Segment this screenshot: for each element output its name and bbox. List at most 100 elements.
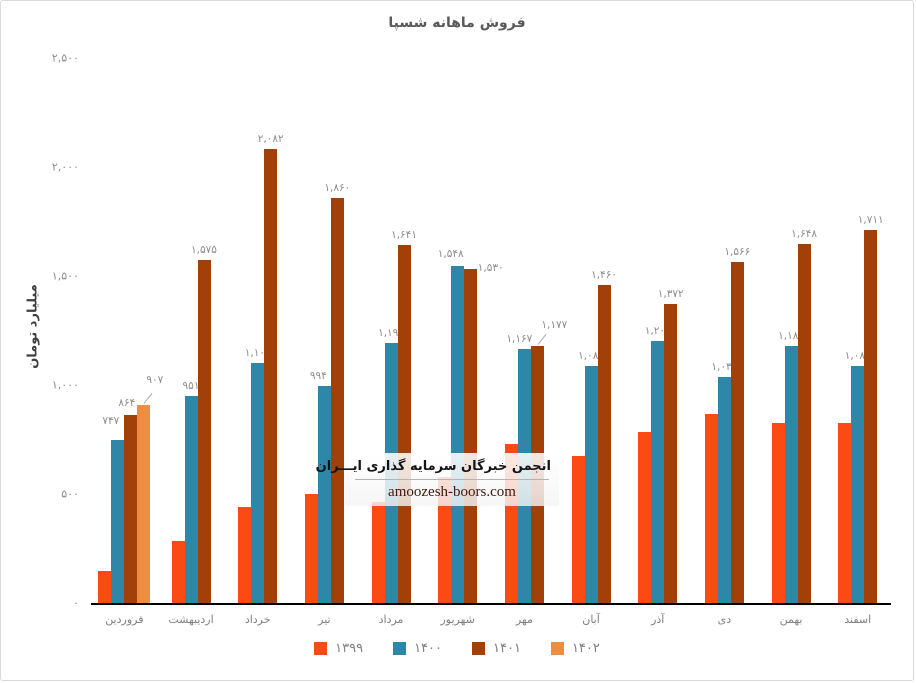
y-axis-tick: ۲,۰۰۰: [51, 160, 79, 174]
y-axis-tick: ۲,۵۰۰: [51, 51, 79, 65]
legend-swatch: [472, 642, 485, 655]
bar-series-2-month-2: ۲,۰۸۲: [258, 133, 284, 603]
data-label: ۱,۱۹۲: [378, 327, 404, 340]
data-label: ۱,۵۴۸: [437, 247, 464, 260]
bar-series-1-month-7: ۱,۰۸۸: [578, 350, 604, 603]
x-axis-label: اسفند: [844, 613, 872, 626]
data-label: ۲,۰۸۲: [257, 133, 284, 146]
legend-swatch: [550, 642, 564, 655]
y-axis-title: میلیارد تومان: [25, 284, 41, 369]
data-label: ۱,۰۸۸: [578, 349, 604, 362]
legend-swatch: [393, 642, 407, 655]
bar-series-2-month-8: ۱,۳۷۲: [658, 288, 684, 603]
bar-series-1-month-2: ۱,۱۰۳: [245, 347, 271, 603]
bar-group: ۱,۲۰۰ ۱,۳۷۲ آذر: [624, 58, 691, 626]
label-leader-line: [144, 393, 153, 405]
data-label: ۱,۵۶۶: [724, 245, 751, 258]
watermark: انجمن خبرگان سرمایه گذاری ایـــران amooz…: [315, 453, 559, 506]
bar-series-0-month-8: [638, 431, 652, 603]
x-axis-label: مرداد: [378, 613, 404, 626]
legend-item: ۱۴۰۲: [550, 641, 600, 656]
bar-group: ۱,۵۴۸ ۱,۵۳۰ شهریور: [424, 58, 504, 626]
bar-series-2-month-11: ۱,۷۱۱: [858, 214, 884, 603]
bar-group: ۱,۰۸۹ ۱,۷۱۱ اسفند: [824, 58, 891, 626]
x-axis-label: آبان: [582, 613, 600, 626]
x-axis-label: فروردین: [105, 613, 144, 626]
bar-series-2-month-1: ۱,۵۷۵: [191, 244, 217, 603]
bar-series-1-month-9: ۱,۰۳۵: [711, 361, 737, 603]
legend-item: ۱۴۰۱: [472, 641, 521, 656]
bar-series-2-month-3: ۱,۸۶۰: [324, 182, 350, 603]
bar-series-0-month-3: [304, 494, 318, 603]
chart-title: فروش ماهانه شسپا: [388, 15, 526, 31]
data-label: ۱,۵۷۵: [191, 243, 217, 256]
bar-series-0-month-11: [838, 422, 852, 603]
bar-series-1-month-8: ۱,۲۰۰: [645, 325, 671, 603]
data-label: ۱,۴۶۰: [591, 268, 617, 281]
data-label: ۱,۷۱۱: [857, 214, 884, 227]
bar-series-2-month-9: ۱,۵۶۶: [724, 246, 750, 603]
data-label: ۱,۵۳۰: [477, 262, 504, 275]
bar-series-2-month-0: ۸۶۴: [118, 397, 138, 603]
data-label: ۱,۳۷۲: [657, 287, 684, 300]
bar-group: ۷۴۷ ۸۶۴ ۹۰۷ فروردین: [91, 58, 163, 626]
legend-item: ۱۴۰۰: [393, 641, 442, 656]
bar-series-1-month-0: ۷۴۷: [102, 415, 125, 603]
data-label: ۷۴۷: [102, 415, 120, 428]
data-label: ۱,۱۷۷: [541, 319, 568, 332]
data-label: ۱,۸۶۰: [324, 181, 351, 194]
data-label: ۱,۱۶۷: [506, 332, 533, 345]
legend-label: ۱۴۰۰: [414, 641, 442, 656]
bar-series-2-month-4: ۱,۶۴۱: [391, 229, 417, 603]
y-axis-tick: ۰: [73, 596, 79, 610]
bar-series-1-month-3: ۹۹۴: [310, 370, 331, 603]
x-axis-label: بهمن: [779, 613, 803, 626]
plot-area: ۲,۵۰۰ ۲,۰۰۰ ۱,۵۰۰ ۱,۰۰۰ ۵۰۰ ۰ ۷۴۷ ۸۶۴ ۹۰۷ فروردین…: [52, 52, 891, 626]
data-label: ۱,۱۰۳: [244, 346, 271, 359]
bar-series-2-month-10: ۱,۶۴۸: [791, 228, 817, 603]
bar-group: ۹۵۱ ۱,۵۷۵ اردیبهشت: [158, 58, 225, 626]
bar-group: ۱,۱۹۲ ۱,۶۴۱ مرداد: [358, 58, 425, 626]
x-axis-label: تیر: [318, 613, 331, 626]
data-label: ۹۹۴: [309, 370, 327, 383]
data-label: ۱,۶۴۸: [791, 227, 817, 240]
bar-series-0-month-1: [171, 541, 185, 603]
label-leader-line: [537, 334, 547, 346]
bar-group: ۱,۰۸۸ ۱,۴۶۰ آبان: [558, 58, 625, 626]
y-axis-tick: ۱,۰۰۰: [51, 378, 79, 392]
bar-series-1-month-10: ۱,۱۸۰: [778, 330, 804, 603]
x-axis-label: آذر: [651, 613, 665, 626]
bar-series-0-month-4: [371, 502, 385, 603]
bar-group: ۱,۱۶۷ ۱,۱۷۷ مهر: [491, 58, 567, 626]
bar-series-1-month-11: ۱,۰۸۹: [845, 350, 871, 603]
watermark-org-name: انجمن خبرگان سرمایه گذاری ایـــران: [315, 459, 551, 474]
data-label: ۱,۶۴۱: [391, 229, 417, 242]
watermark-site-url: amoozesh-boors.com: [388, 484, 516, 500]
bar-series-1-month-5: ۱,۵۴۸: [438, 248, 465, 603]
bar-series-0-month-0: [98, 570, 112, 603]
bar-series-1-month-1: ۹۵۱: [183, 380, 199, 603]
legend-label: ۱۳۹۹: [335, 641, 364, 656]
bar-group: ۱,۱۰۳ ۲,۰۸۲ خرداد: [224, 58, 291, 626]
x-axis-label: دی: [717, 613, 732, 626]
x-axis-label: مهر: [515, 613, 533, 626]
legend-label: ۱۴۰۱: [493, 641, 521, 656]
x-axis-label: شهریور: [440, 613, 475, 626]
data-label: ۹۵۱: [182, 379, 200, 392]
legend-swatch: [314, 642, 328, 655]
data-label: ۱,۰۸۹: [844, 349, 871, 362]
legend-label: ۱۴۰۲: [571, 641, 600, 656]
data-label: ۱,۱۸۰: [778, 329, 804, 342]
data-label: ۱,۰۳۵: [711, 361, 738, 374]
x-axis-label: خرداد: [244, 613, 271, 626]
bar-group: ۱,۱۸۰ ۱,۶۴۸ بهمن: [758, 58, 825, 626]
watermark-divider: [355, 479, 549, 480]
bar-series-3-month-0: ۹۰۷: [137, 374, 163, 603]
bar-series-0-month-5: [438, 476, 452, 603]
y-axis-tick: ۵۰۰: [61, 487, 79, 501]
bar-series-2-month-5: ۱,۵۳۰: [464, 262, 504, 603]
legend-item: ۱۳۹۹: [314, 641, 363, 656]
bar-series-0-month-2: [238, 507, 252, 603]
bar-group: ۹۹۴ ۱,۸۶۰ تیر: [291, 58, 358, 626]
